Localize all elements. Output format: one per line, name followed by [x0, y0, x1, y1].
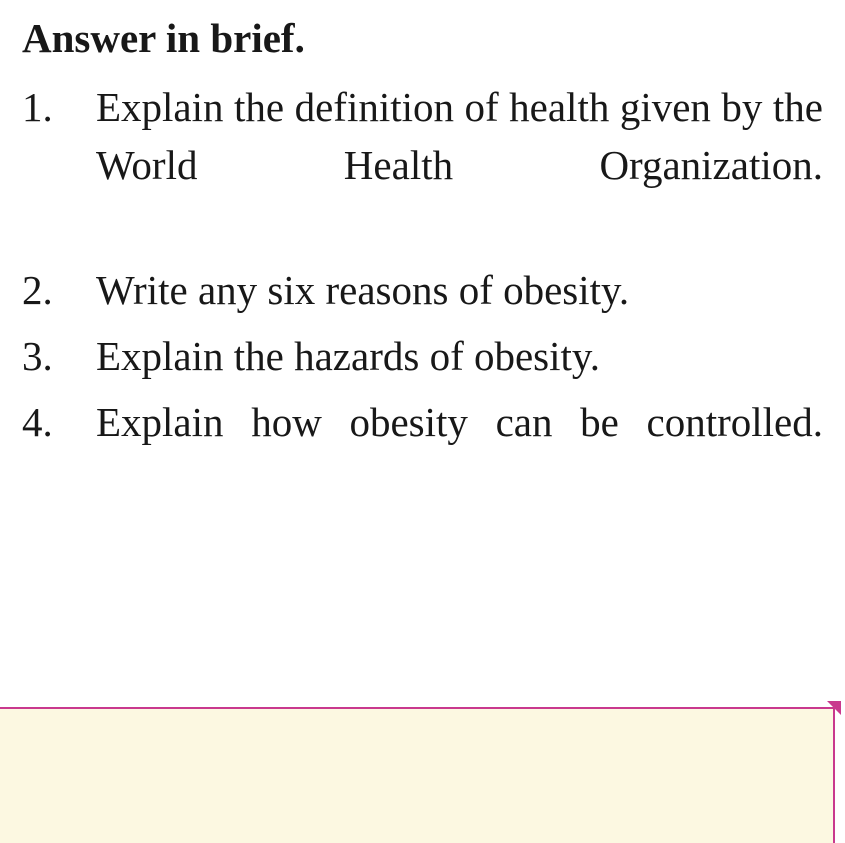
question-text: Write any six reasons of obesity. [96, 267, 629, 313]
list-number: 4. [22, 393, 53, 451]
list-item: 1. Explain the definition of health give… [22, 74, 823, 257]
section-heading: Answer in brief. [0, 0, 845, 74]
corner-fold-icon [827, 701, 841, 715]
list-item: 2. Write any six reasons of obesity. [22, 257, 823, 323]
question-text: Explain the definition of health given b… [96, 78, 823, 253]
list-number: 2. [22, 261, 53, 319]
question-text: Explain the hazards of obesity. [96, 333, 600, 379]
list-number: 1. [22, 78, 53, 136]
list-number: 3. [22, 327, 53, 385]
list-item: 4. Explain how obesity can be controlled… [22, 389, 823, 513]
callout-box [0, 707, 835, 843]
question-list: 1. Explain the definition of health give… [0, 74, 845, 514]
list-item: 3. Explain the hazards of obesity. [22, 323, 823, 389]
question-text: Explain how obesity can be controlled. [96, 393, 823, 509]
